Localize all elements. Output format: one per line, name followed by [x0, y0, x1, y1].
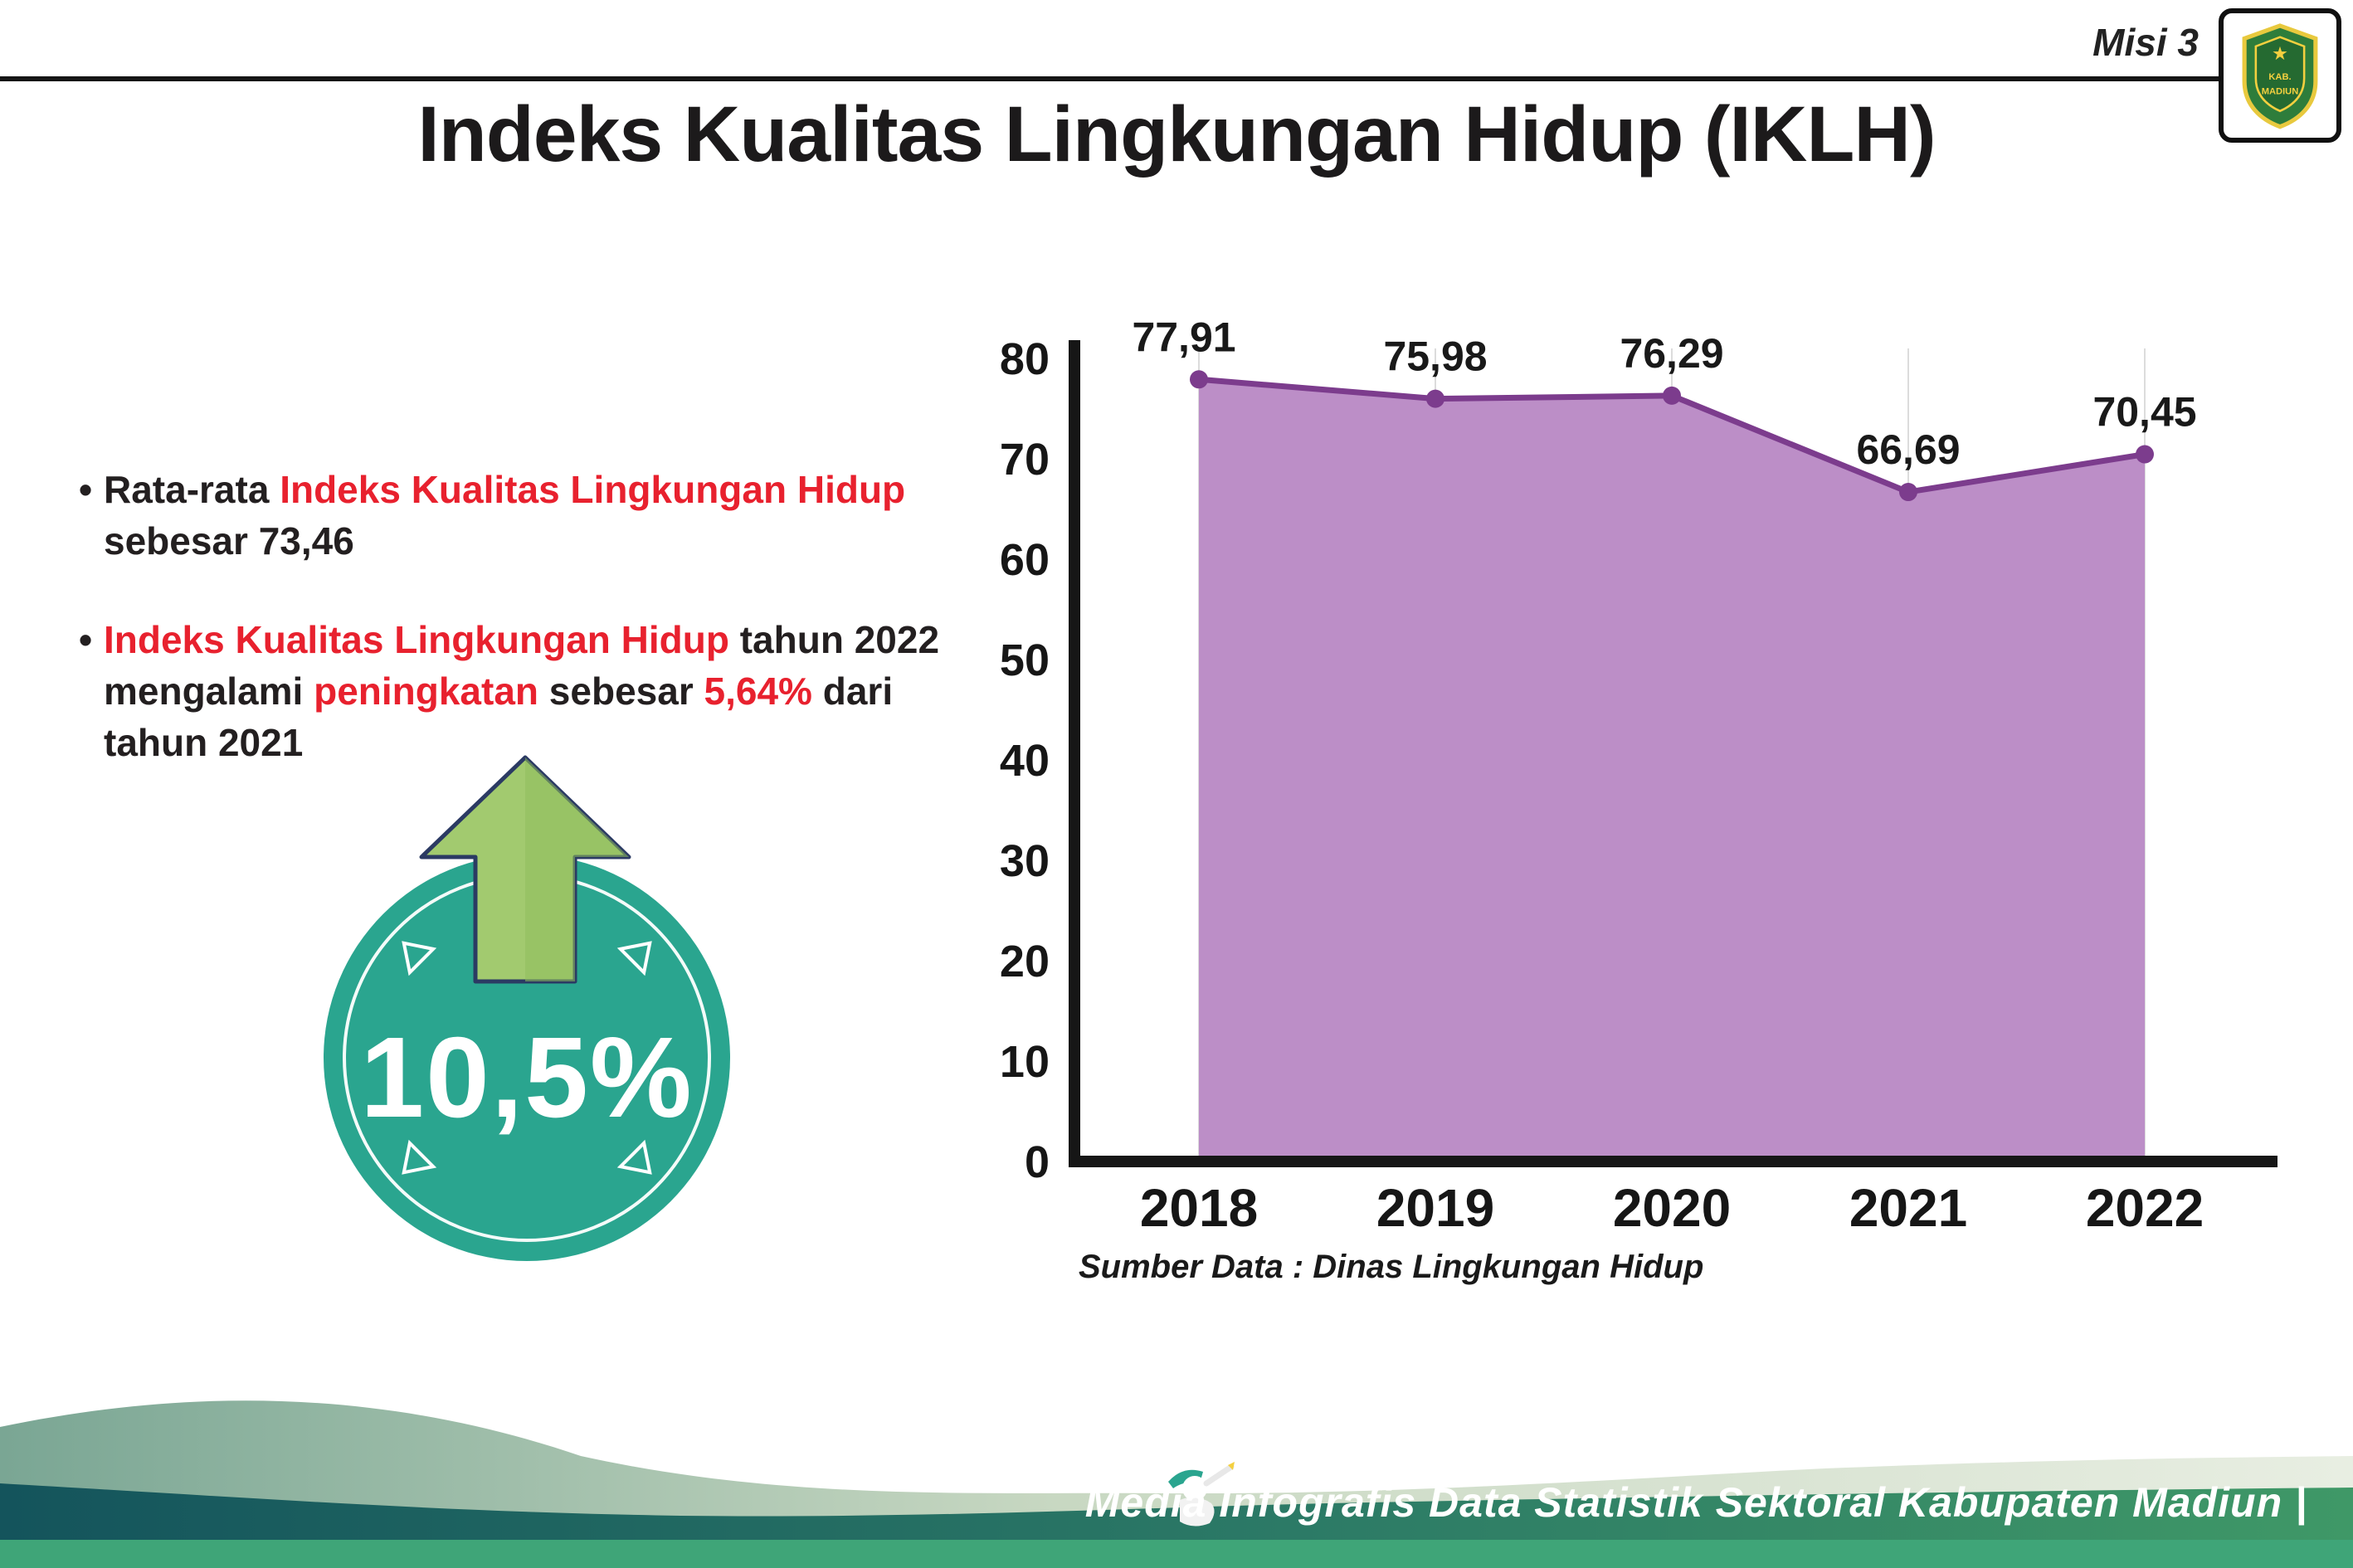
- bullet-text: Indeks Kualitas Lingkungan Hidup tahun 2…: [104, 618, 940, 764]
- chart-svg: 0 10 20 30 40 50 60 70 80 2018 2019 2020 2021 2022 77,…: [1000, 314, 2277, 1238]
- svg-text:20: 20: [1000, 937, 1050, 986]
- svg-text:2022: 2022: [2086, 1178, 2204, 1238]
- bullet-item-increase: • Indeks Kualitas Lingkungan Hidup tahun…: [79, 615, 983, 768]
- svg-text:60: 60: [1000, 535, 1050, 585]
- svg-text:70: 70: [1000, 435, 1050, 485]
- bullet-item-average: • Rata-rata Indeks Kualitas Lingkungan H…: [79, 465, 983, 567]
- footer-credit: Media Infografis Data Statistik Sektoral…: [1084, 1479, 2307, 1526]
- bullet-text: Rata-rata Indeks Kualitas Lingkungan Hid…: [104, 468, 906, 562]
- iklh-area-chart: 0 10 20 30 40 50 60 70 80 2018 2019 2020 2021 2022 77,…: [950, 295, 2319, 1265]
- increase-arrow-icon: [413, 753, 637, 994]
- svg-text:30: 30: [1000, 836, 1050, 886]
- chart-source: Sumber Data : Dinas Lingkungan Hidup: [1079, 1249, 1704, 1285]
- svg-text:70,45: 70,45: [2092, 389, 2196, 436]
- svg-text:40: 40: [1000, 736, 1050, 786]
- svg-text:2020: 2020: [1613, 1178, 1731, 1238]
- mascot-icon: [1152, 1450, 1243, 1541]
- footer-wave: [0, 1400, 2353, 1568]
- svg-text:0: 0: [1025, 1137, 1050, 1187]
- misi-label: Misi 3: [2092, 21, 2199, 64]
- svg-text:66,69: 66,69: [1856, 426, 1960, 473]
- svg-text:10: 10: [1000, 1037, 1050, 1087]
- svg-text:77,91: 77,91: [1132, 314, 1235, 360]
- logo-frame: ★ KAB. MADIUN: [2219, 8, 2341, 143]
- kabupaten-madiun-crest: ★ KAB. MADIUN: [2242, 23, 2318, 129]
- bullet-marker: •: [79, 618, 93, 662]
- svg-text:2021: 2021: [1849, 1178, 1967, 1238]
- svg-text:2018: 2018: [1140, 1178, 1258, 1238]
- svg-text:KAB.: KAB.: [2268, 72, 2291, 82]
- svg-text:80: 80: [1000, 334, 1050, 384]
- svg-text:50: 50: [1000, 635, 1050, 685]
- bullet-list: • Rata-rata Indeks Kualitas Lingkungan H…: [79, 465, 983, 816]
- svg-text:76,29: 76,29: [1620, 330, 1723, 377]
- bullet-marker: •: [79, 468, 93, 511]
- svg-text:2019: 2019: [1376, 1178, 1494, 1238]
- header-rule: [0, 76, 2219, 81]
- page-title: Indeks Kualitas Lingkungan Hidup (IKLH): [417, 90, 1936, 178]
- svg-text:MADIUN: MADIUN: [2262, 86, 2299, 96]
- svg-text:75,98: 75,98: [1383, 334, 1487, 380]
- svg-text:★: ★: [2272, 43, 2288, 64]
- badge-value: 10,5%: [360, 1013, 694, 1142]
